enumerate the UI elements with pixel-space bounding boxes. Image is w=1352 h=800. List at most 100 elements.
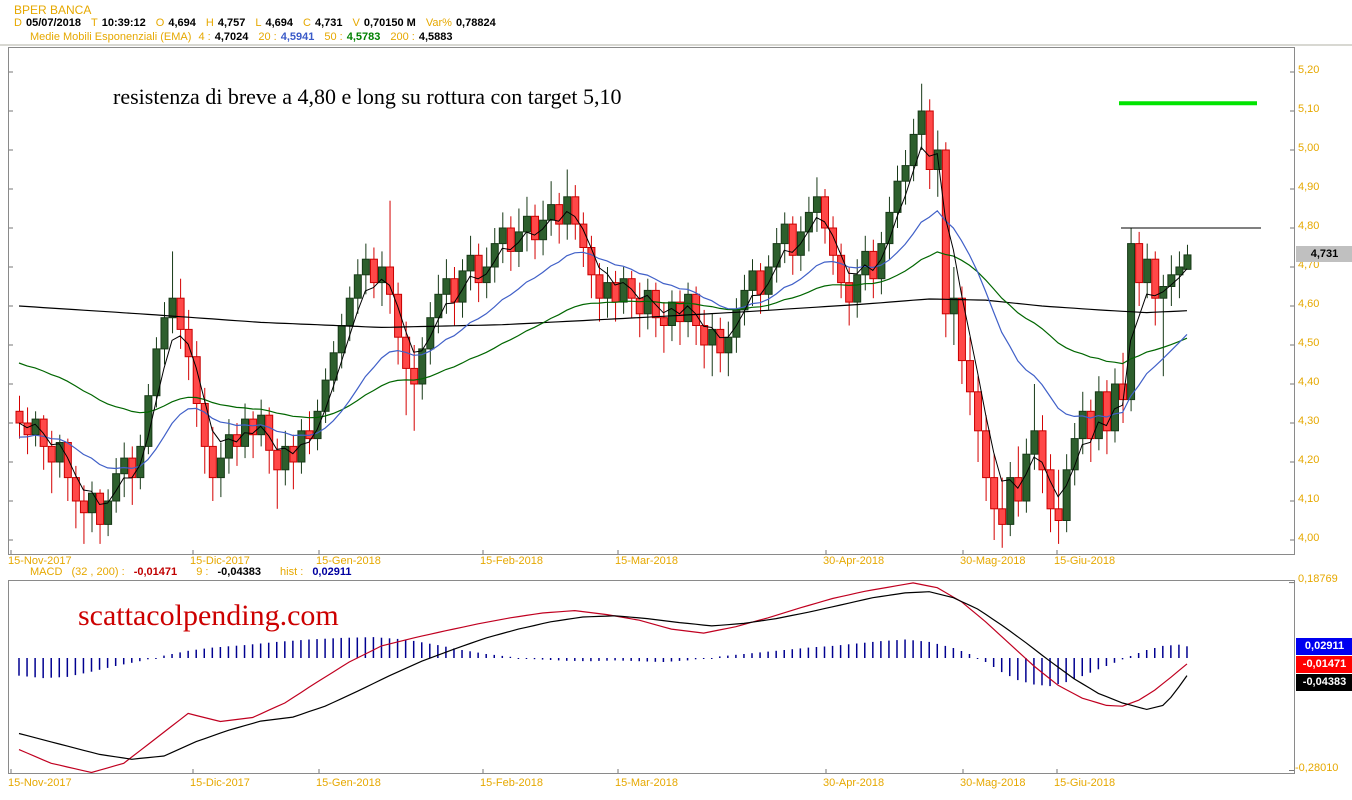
candle <box>1062 469 1071 521</box>
candle <box>1022 453 1031 502</box>
candle <box>200 403 209 447</box>
candle <box>949 297 958 315</box>
candle <box>1159 286 1168 299</box>
candle <box>780 223 789 245</box>
candle <box>547 204 556 221</box>
candle <box>224 434 233 459</box>
macd-signal-value: -0,04383 <box>217 566 261 578</box>
candle <box>1070 438 1079 471</box>
candle <box>104 500 113 525</box>
price-tick-label: 4,50 <box>1298 337 1320 349</box>
date-tick-label: 30-Apr-2018 <box>823 777 885 789</box>
date-tick-label: 30-Mag-2018 <box>960 777 1026 789</box>
ema200-line <box>18 298 1188 329</box>
quote-value-Var%: 0,78824 <box>455 17 496 29</box>
price-tick-label: 4,00 <box>1298 532 1320 544</box>
candle <box>1127 243 1136 401</box>
quote-label-C: C <box>303 17 311 29</box>
candle <box>611 282 620 303</box>
candle <box>418 348 427 385</box>
candle <box>1167 274 1176 288</box>
ema20-line <box>18 209 1188 470</box>
candle <box>410 367 419 385</box>
candle <box>869 250 878 280</box>
candle <box>965 360 974 393</box>
macd-axis-ticks <box>10 582 1294 773</box>
quote-value-H: 4,757 <box>217 17 246 29</box>
candle <box>1006 477 1015 525</box>
price-chart-canvas[interactable] <box>9 48 1294 554</box>
macd-legend-row: MACD (32 , 200) : -0,01471 9 : -0,04383 … <box>30 566 367 578</box>
candle <box>571 196 580 225</box>
candle <box>458 270 467 303</box>
candle <box>635 297 644 315</box>
ema-value-20: 4,5941 <box>280 31 315 43</box>
candle <box>667 301 676 327</box>
ema-legend-items: 4 :4,7024 20 :4,5941 50 :4,5783 200 :4,5883 <box>198 31 462 43</box>
candle <box>184 328 193 358</box>
candle <box>861 250 870 276</box>
candle <box>192 356 201 405</box>
ema-legend-row: Medie Mobili Esponenziali (EMA) 4 :4,702… <box>30 31 463 43</box>
candle <box>313 410 322 440</box>
candle <box>361 258 370 276</box>
chart-annotation: resistenza di breve a 4,80 e long su rot… <box>113 84 622 109</box>
date-tick-label: 15-Nov-2017 <box>8 777 72 789</box>
candle <box>974 391 983 432</box>
candle <box>1135 243 1144 284</box>
quote-label-L: L <box>255 17 262 29</box>
candle <box>377 266 386 284</box>
ema-label-50: 50 : <box>324 31 343 43</box>
candle <box>337 325 346 354</box>
macd-signal-label: 9 : <box>196 566 209 578</box>
candle <box>893 180 902 213</box>
candle <box>1102 391 1111 432</box>
candle <box>941 149 950 315</box>
candle <box>619 278 628 303</box>
candle <box>676 301 685 323</box>
candle <box>1038 430 1047 471</box>
candle <box>1143 258 1152 284</box>
macd-axis-min: -0,28010 <box>1295 762 1339 774</box>
candle <box>216 457 225 479</box>
quote-label-H: H <box>205 17 214 29</box>
candle <box>627 278 636 299</box>
quote-label-T: T <box>91 17 98 29</box>
candle <box>595 274 604 299</box>
candle <box>482 266 491 284</box>
candle <box>837 254 846 284</box>
candle <box>659 317 668 327</box>
last-price-tag: 4,731 <box>1296 246 1352 262</box>
macd-canvas[interactable] <box>9 581 1294 773</box>
macd-line <box>18 582 1188 773</box>
macd-axis-max: 0,18769 <box>1298 573 1338 585</box>
date-tick-label: 15-Feb-2018 <box>480 555 543 567</box>
candle <box>716 328 725 354</box>
quote-row: D 05/07/2018 T 10:39:12 O 4,694 H 4,757 L 4,694 C 4… <box>14 17 506 29</box>
candle <box>168 297 177 319</box>
candle <box>990 477 999 510</box>
macd-hist-value: 0,02911 <box>312 566 352 578</box>
price-tick-label: 4,90 <box>1298 181 1320 193</box>
candle <box>442 278 451 295</box>
price-tick-label: 4,60 <box>1298 298 1320 310</box>
candle <box>829 227 838 256</box>
candle <box>1183 254 1192 270</box>
macd-signal-line <box>18 591 1188 760</box>
candle <box>1054 508 1063 521</box>
quote-value-O: 4,694 <box>168 17 196 29</box>
date-axis-top: 15-Nov-2017 15-Dic-2017 15-Gen-2018 15-Feb-… <box>8 555 1308 568</box>
price-axis: 5,20 5,10 5,00 4,90 4,80 4,70 4,60 4,50 4,40 4,30… <box>1298 0 1352 800</box>
quote-value-D: 05/07/2018 <box>25 17 82 29</box>
candle <box>531 215 540 241</box>
candle <box>901 165 910 182</box>
candle <box>474 254 483 284</box>
candle <box>15 410 24 424</box>
macd-hist-label: hist : <box>280 566 304 578</box>
candle <box>539 219 548 241</box>
macd-hist-value-box: 0,02911 <box>1296 638 1352 655</box>
candle <box>273 449 282 471</box>
price-tick-label: 4,80 <box>1298 220 1320 232</box>
candle <box>39 418 48 447</box>
ema-label-20: 20 : <box>258 31 277 43</box>
